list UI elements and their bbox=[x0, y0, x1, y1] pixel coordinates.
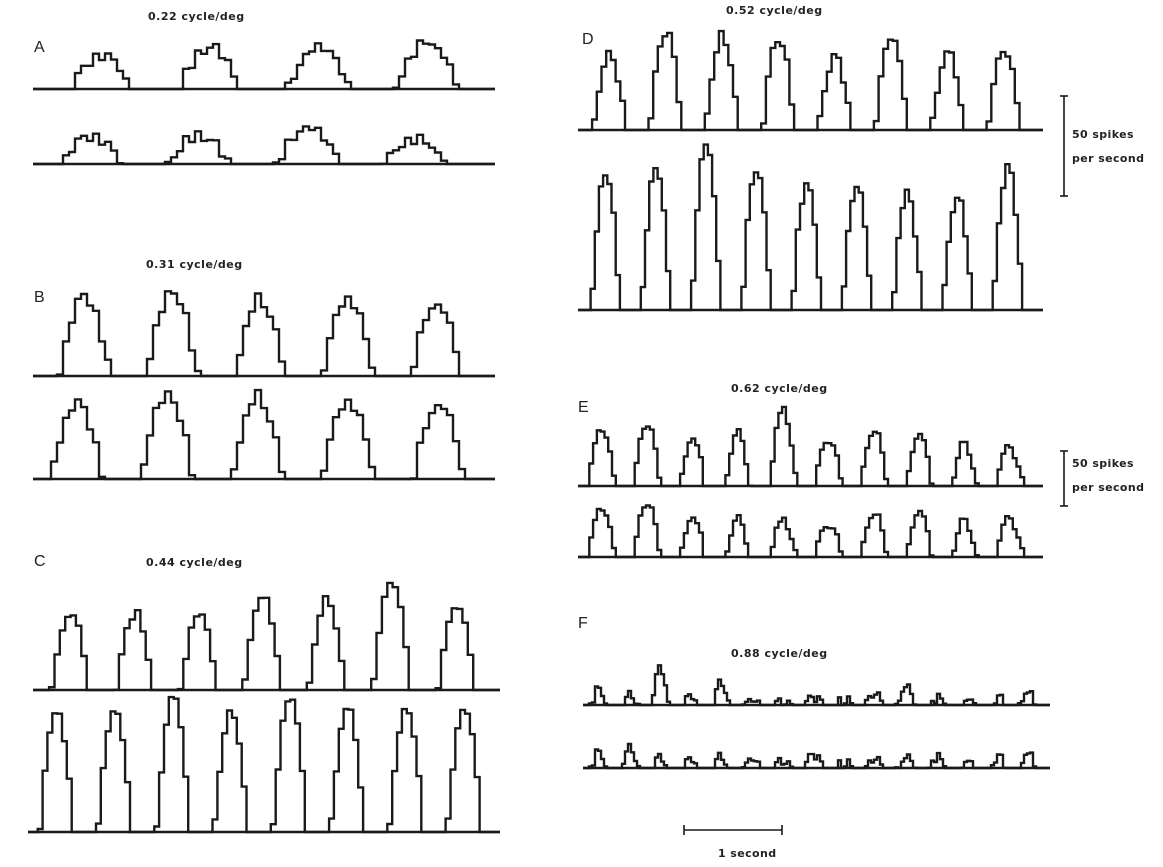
panel-title: 0.52 cycle/deg bbox=[726, 4, 823, 17]
time-scale-label: 1 second bbox=[718, 847, 776, 860]
panel-letter: C bbox=[34, 553, 46, 570]
panel-letter: E bbox=[578, 399, 589, 416]
panel-a: A 0.22 cycle/deg bbox=[33, 10, 495, 166]
spike-histogram-trace bbox=[578, 29, 1043, 132]
panel-title: 0.31 cycle/deg bbox=[146, 258, 243, 271]
panel-d: D 0.52 cycle/deg bbox=[578, 4, 1043, 312]
panel-letter: A bbox=[34, 39, 45, 56]
spike-histogram-trace bbox=[33, 388, 495, 481]
spike-histogram-trace bbox=[578, 405, 1043, 488]
scale-label-line1: 50 spikes bbox=[1072, 128, 1134, 141]
spike-histogram-trace bbox=[33, 290, 495, 378]
scale-label-line2: per second bbox=[1072, 152, 1144, 165]
panel-c: C 0.44 cycle/deg bbox=[28, 553, 500, 834]
panel-f: F 0.88 cycle/deg bbox=[578, 615, 1050, 770]
panel-b: B 0.31 cycle/deg bbox=[33, 258, 495, 481]
panel-title: 0.44 cycle/deg bbox=[146, 556, 243, 569]
panel-letter: F bbox=[578, 615, 588, 632]
rate-scale-bar: 50 spikes per second bbox=[1060, 95, 1144, 197]
spike-histogram-trace bbox=[583, 742, 1050, 770]
spike-histogram-trace bbox=[33, 39, 495, 91]
spike-histogram-trace bbox=[33, 125, 495, 166]
panels: A 0.22 cycle/deg B 0.31 cycle/deg C 0.44 cycl… bbox=[28, 4, 1050, 834]
scale-label-line1: 50 spikes bbox=[1072, 457, 1134, 470]
panel-letter: B bbox=[34, 289, 45, 306]
panel-title: 0.22 cycle/deg bbox=[148, 10, 245, 23]
spike-histogram-trace bbox=[33, 581, 500, 692]
spike-histogram-trace bbox=[583, 664, 1050, 707]
spike-histogram-trace bbox=[28, 695, 500, 834]
spike-histogram-trace bbox=[578, 504, 1043, 559]
rate-scale-bar: 50 spikes per second bbox=[1060, 450, 1144, 507]
panel-e: E 0.62 cycle/deg bbox=[578, 382, 1043, 559]
panel-title: 0.62 cycle/deg bbox=[731, 382, 828, 395]
time-scale-bar: 1 second bbox=[683, 825, 783, 860]
scale-bars: 50 spikes per second 50 spikes per second 1 … bbox=[683, 95, 1144, 860]
spike-histogram-trace bbox=[578, 143, 1043, 312]
panel-letter: D bbox=[582, 31, 594, 48]
panel-title: 0.88 cycle/deg bbox=[731, 647, 828, 660]
scale-label-line2: per second bbox=[1072, 481, 1144, 494]
